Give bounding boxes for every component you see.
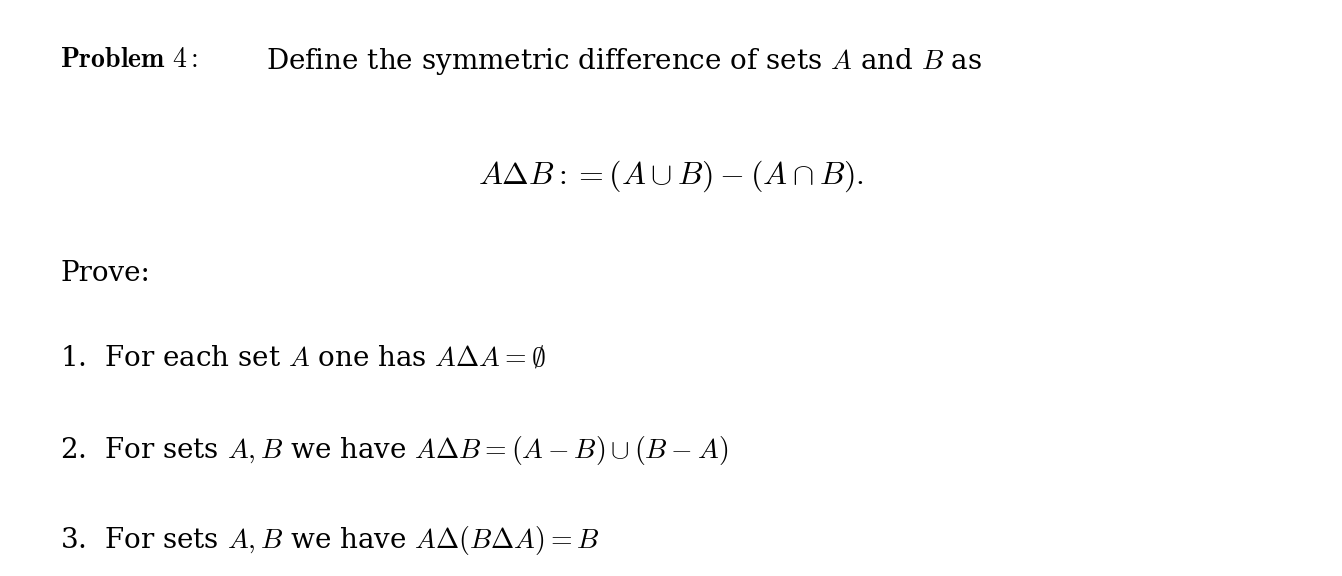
- Text: Prove:: Prove:: [60, 260, 150, 287]
- Text: 2.  For sets $A, B$ we have $A\Delta B = (A - B) \cup (B - A)$: 2. For sets $A, B$ we have $A\Delta B = …: [60, 434, 729, 467]
- Text: $A\Delta B := (A \cup B) - (A \cap B).$: $A\Delta B := (A \cup B) - (A \cap B).$: [478, 159, 864, 194]
- Text: $\mathbf{Problem\ 4:}$: $\mathbf{Problem\ 4:}$: [60, 46, 199, 73]
- Text: Define the symmetric difference of sets $A$ and $B$ as: Define the symmetric difference of sets …: [266, 46, 982, 77]
- Text: 3.  For sets $A, B$ we have $A\Delta(B\Delta A) = B$: 3. For sets $A, B$ we have $A\Delta(B\De…: [60, 524, 600, 557]
- Text: 1.  For each set $A$ one has $A\Delta A = \emptyset$: 1. For each set $A$ one has $A\Delta A =…: [60, 344, 546, 371]
